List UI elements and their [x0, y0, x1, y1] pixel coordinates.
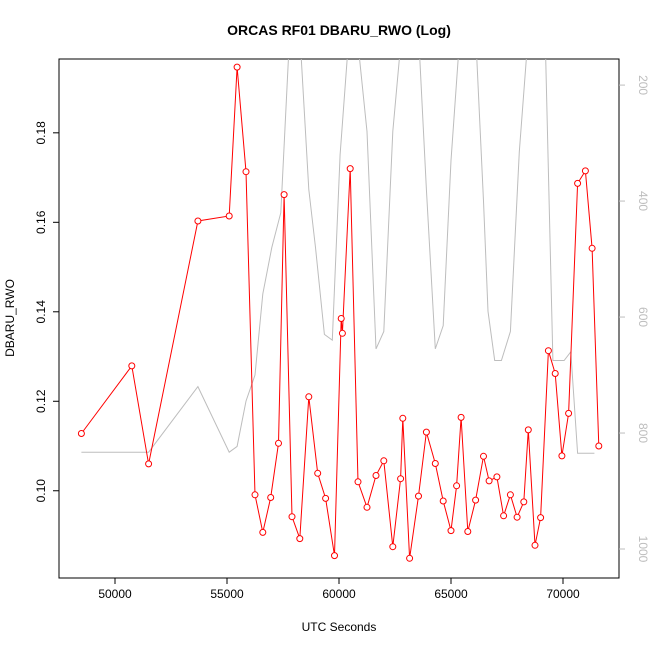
y-tick-label: 0.12: [34, 389, 48, 413]
data-point: [558, 452, 566, 460]
y-tick-label: 0.16: [34, 210, 48, 234]
y-axis: 0.10 0.12 0.14 0.16 0.18: [34, 121, 59, 503]
data-point: [574, 179, 582, 187]
data-point: [464, 528, 472, 535]
x-axis-label: UTC Seconds: [302, 620, 377, 634]
series-line-gray: [81, 59, 595, 454]
data-point: [346, 165, 354, 173]
data-point: [380, 457, 388, 465]
x-tick-label: 60000: [322, 587, 356, 601]
series-line-red: [80, 67, 600, 559]
data-point: [397, 475, 405, 483]
data-point: [415, 492, 422, 500]
data-point: [288, 513, 296, 521]
x-tick-label: 55000: [210, 587, 244, 601]
data-point: [280, 191, 288, 199]
data-point: [296, 535, 304, 543]
data-point: [581, 167, 589, 175]
x-tick-label: 70000: [546, 587, 580, 601]
y-tick-label: 0.14: [34, 300, 48, 324]
data-point: [480, 452, 487, 460]
data-point: [537, 514, 545, 522]
data-point: [145, 460, 153, 468]
data-point: [372, 472, 380, 479]
data-point: [354, 478, 362, 486]
data-point: [565, 409, 573, 417]
data-point: [267, 494, 275, 501]
right-tick-label: 1000: [636, 536, 650, 563]
right-tick-label: 400: [636, 191, 650, 211]
data-point: [194, 217, 202, 225]
data-point: [439, 497, 447, 505]
data-point: [322, 494, 330, 502]
data-point: [531, 541, 539, 549]
data-point: [551, 370, 559, 377]
data-point: [588, 244, 596, 252]
data-point: [520, 498, 528, 506]
data-point: [524, 426, 532, 434]
data-point: [431, 460, 439, 467]
data-point: [485, 477, 493, 485]
data-point: [595, 442, 603, 450]
data-point: [453, 482, 461, 490]
data-point: [472, 496, 480, 504]
data-point: [544, 347, 552, 355]
x-tick-label: 50000: [98, 587, 132, 601]
data-point: [77, 430, 85, 437]
data-point: [337, 315, 345, 322]
data-point: [314, 469, 322, 477]
y-axis-right: 200 400 600 800 1000: [619, 75, 650, 563]
data-point: [389, 543, 397, 551]
chart-title: ORCAS RF01 DBARU_RWO (Log): [227, 22, 451, 38]
data-point: [338, 329, 346, 337]
data-point: [406, 554, 414, 562]
data-point: [399, 414, 407, 422]
data-point: [363, 503, 371, 511]
data-point: [275, 439, 282, 447]
data-point: [506, 491, 514, 499]
y-tick-label: 0.18: [34, 121, 48, 145]
data-point: [493, 473, 501, 481]
data-point: [422, 428, 430, 436]
x-tick-label: 65000: [434, 587, 468, 601]
data-point: [457, 413, 465, 421]
data-point: [225, 212, 233, 220]
series-layer: [77, 59, 603, 562]
data-point: [513, 513, 521, 521]
right-tick-label: 800: [636, 423, 650, 443]
data-point: [128, 362, 136, 370]
data-point: [233, 63, 241, 71]
data-point: [500, 512, 508, 520]
data-point: [331, 552, 338, 560]
y-axis-label: DBARU_RWO: [3, 279, 17, 357]
right-tick-label: 200: [636, 75, 650, 95]
data-point: [251, 491, 259, 499]
x-axis: 50000 55000 60000 65000 70000: [98, 578, 580, 601]
data-point: [242, 168, 250, 176]
y-tick-label: 0.10: [34, 479, 48, 503]
right-tick-label: 600: [636, 307, 650, 327]
data-point: [447, 527, 455, 535]
data-point: [305, 393, 313, 401]
data-point: [259, 528, 267, 536]
